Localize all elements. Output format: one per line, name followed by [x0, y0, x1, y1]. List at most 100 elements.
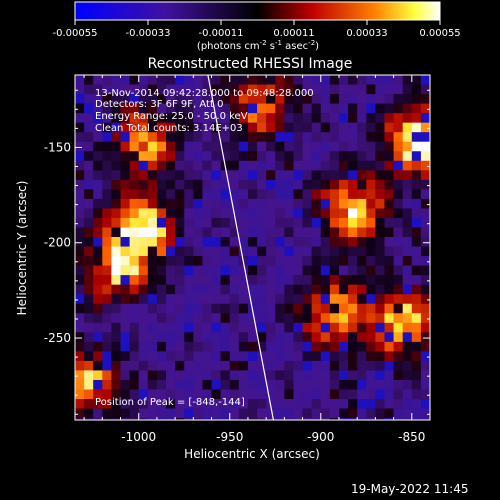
heatmap-cell: [393, 399, 403, 409]
heatmap-cell: [302, 170, 312, 181]
heatmap-cell: [220, 370, 231, 381]
heatmap-cell: [311, 265, 322, 276]
heatmap-cell: [156, 294, 167, 305]
heatmap-cell: [293, 122, 303, 133]
heatmap-cell: [366, 370, 376, 381]
heatmap-cell: [384, 294, 394, 305]
heatmap-cell: [156, 418, 167, 420]
heatmap-cell: [147, 332, 158, 343]
heatmap-cell: [193, 94, 203, 104]
heatmap-cell: [293, 132, 303, 143]
heatmap-cell: [111, 370, 121, 381]
heatmap-cell: [75, 303, 85, 314]
colorbar-tick-label: 0.00055: [419, 28, 460, 39]
heatmap-cell: [393, 227, 403, 238]
heatmap-cell: [129, 151, 140, 162]
heatmap-cell: [111, 256, 121, 266]
heatmap-cell: [229, 160, 240, 171]
heatmap-cell: [75, 170, 85, 181]
heatmap-cell: [102, 227, 112, 238]
heatmap-cell: [156, 265, 167, 276]
heatmap-cell: [111, 122, 121, 133]
heatmap-cell: [329, 208, 340, 219]
heatmap-cell: [320, 132, 331, 143]
clean-counts-text: Clean Total counts: 3.14E+03: [95, 123, 243, 134]
heatmap-cell: [338, 75, 349, 85]
heatmap-cell: [102, 408, 112, 419]
heatmap-cell: [302, 284, 312, 295]
colorbar-tick-label: -0.00055: [53, 28, 98, 39]
heatmap-cell: [84, 399, 94, 409]
heatmap-cell: [229, 370, 240, 381]
heatmap-cell: [266, 94, 276, 104]
heatmap-cell: [138, 379, 149, 390]
heatmap-cell: [329, 170, 340, 181]
heatmap-cell: [211, 275, 221, 285]
heatmap-cell: [202, 379, 212, 390]
heatmap-cell: [357, 303, 367, 314]
heatmap-cell: [147, 237, 158, 247]
heatmap-cell: [338, 332, 349, 343]
heatmap-cell: [220, 246, 231, 257]
heatmap-cell: [348, 265, 358, 276]
heatmap-cell: [93, 227, 103, 238]
heatmap-cell: [338, 246, 349, 257]
heatmap-cell: [275, 265, 285, 276]
heatmap-cell: [147, 198, 158, 209]
heatmap-cell: [366, 265, 376, 276]
heatmap-cell: [257, 341, 267, 352]
heatmap-cell: [102, 256, 112, 266]
heatmap-cell: [384, 379, 394, 390]
heatmap-cell: [238, 103, 249, 114]
heatmap-cell: [175, 351, 185, 362]
heatmap-cell: [375, 322, 385, 333]
heatmap-cell: [166, 103, 176, 114]
heatmap-cell: [202, 351, 212, 362]
heatmap-cell: [366, 84, 376, 95]
heatmap-cell: [420, 170, 430, 181]
detectors-text: Detectors: 3F 6F 9F, Att 0: [95, 99, 224, 110]
heatmap-cell: [247, 198, 258, 209]
heatmap-cell: [329, 141, 340, 152]
heatmap-cell: [275, 84, 285, 95]
heatmap-cell: [102, 303, 112, 314]
heatmap-cell: [402, 313, 413, 324]
heatmap-cell: [393, 122, 403, 133]
heatmap-cell: [348, 151, 358, 162]
heatmap-cell: [193, 189, 203, 200]
heatmap-cell: [102, 103, 112, 114]
heatmap-cell: [102, 370, 112, 381]
heatmap-cell: [93, 265, 103, 276]
heatmap-cell: [138, 151, 149, 162]
heatmap-cell: [156, 256, 167, 266]
heatmap-cell: [357, 370, 367, 381]
heatmap-cell: [238, 341, 249, 352]
heatmap-cell: [320, 408, 331, 419]
heatmap-cell: [384, 103, 394, 114]
heatmap-cell: [348, 284, 358, 295]
heatmap-cell: [193, 132, 203, 143]
heatmap-cell: [238, 408, 249, 419]
heatmap-cell: [275, 198, 285, 209]
heatmap-cell: [184, 389, 194, 400]
heatmap-cell: [393, 418, 403, 420]
heatmap-cell: [420, 132, 430, 143]
heatmap-cell: [366, 246, 376, 257]
heatmap-cell: [402, 132, 413, 143]
heatmap-cell: [302, 208, 312, 219]
heatmap-cell: [229, 341, 240, 352]
heatmap-cell: [302, 94, 312, 104]
heatmap-cell: [375, 84, 385, 95]
heatmap-cell: [238, 265, 249, 276]
heatmap-cell: [184, 332, 194, 343]
heatmap-cell: [220, 399, 231, 409]
heatmap-cell: [220, 217, 231, 228]
heatmap-cell: [357, 141, 367, 152]
heatmap-cell: [175, 113, 185, 123]
heatmap-cell: [220, 418, 231, 420]
heatmap-cell: [120, 389, 130, 400]
heatmap-cell: [211, 103, 221, 114]
heatmap-cell: [348, 122, 358, 133]
heatmap-cell: [193, 370, 203, 381]
heatmap-cell: [357, 322, 367, 333]
